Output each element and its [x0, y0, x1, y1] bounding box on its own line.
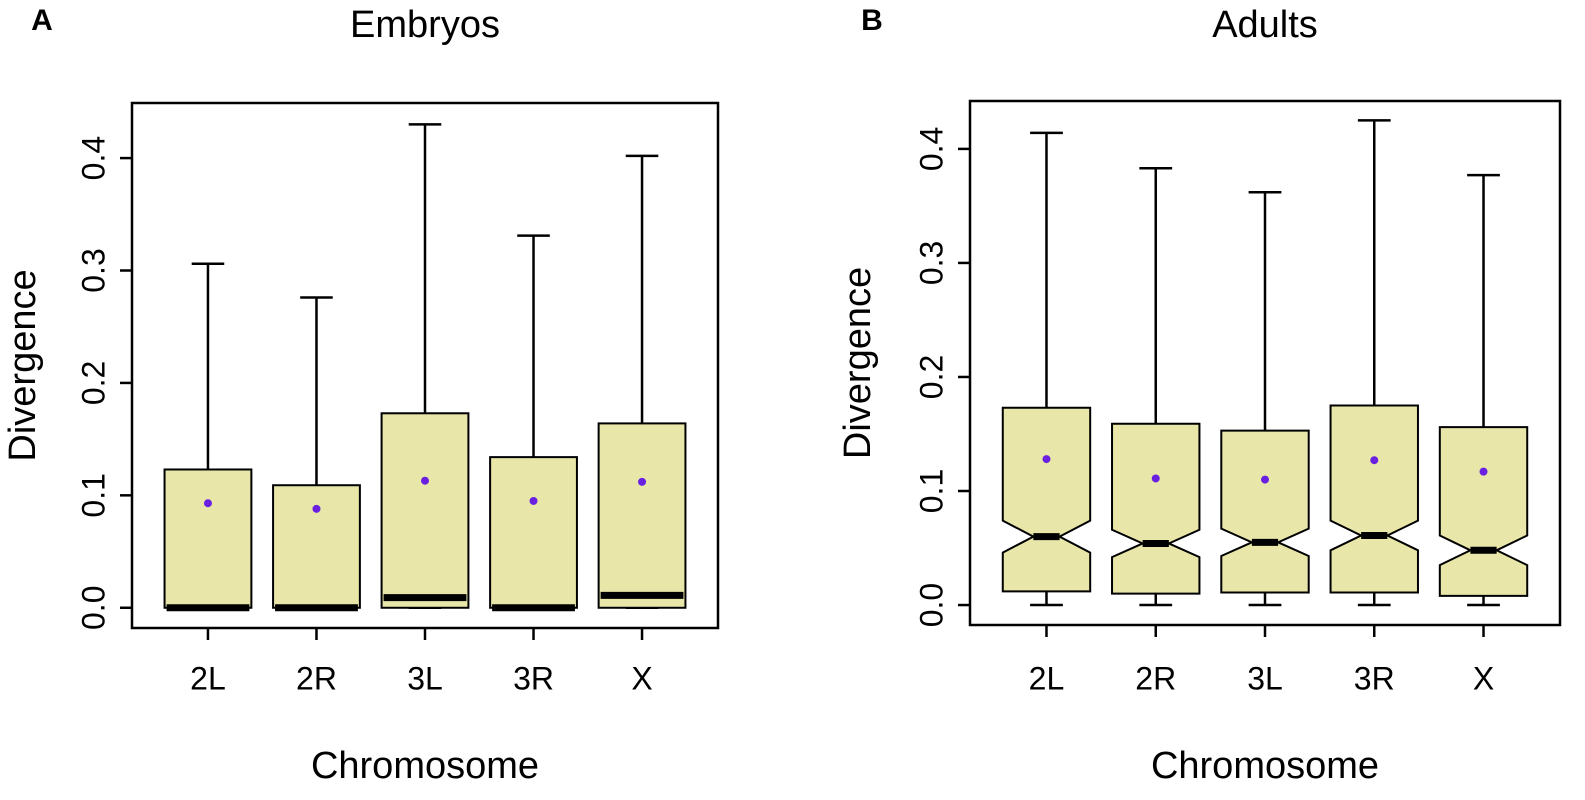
x-tick-label: 2L [190, 660, 226, 696]
y-axis-label: Divergence [2, 269, 44, 461]
mean-dot [203, 499, 212, 508]
x-tick-label: 3L [1247, 660, 1283, 696]
y-tick-label: 0.1 [913, 469, 949, 513]
mean-dot [1261, 475, 1269, 484]
y-tick-label: 0.3 [75, 248, 111, 292]
x-tick-label: X [1473, 660, 1494, 696]
panel-title: Adults [1212, 4, 1318, 46]
box [1438, 426, 1529, 597]
x-tick-label: 3R [1354, 660, 1395, 696]
box [597, 422, 687, 609]
y-tick-label: 0.2 [913, 355, 949, 399]
mean-dot [638, 477, 647, 486]
x-tick-label: 2R [1135, 660, 1176, 696]
mean-dot [1479, 467, 1488, 476]
x-axis-label: Chromosome [311, 745, 539, 787]
y-tick-label: 0.1 [75, 473, 111, 517]
box [272, 484, 361, 609]
mean-dot [312, 504, 321, 513]
x-tick-label: 2R [296, 660, 337, 696]
box [1329, 404, 1419, 594]
x-tick-label: 2L [1029, 660, 1065, 696]
box [163, 468, 253, 609]
mean-dot [529, 496, 538, 505]
x-tick-label: X [631, 660, 652, 696]
panel-title: Embryos [350, 4, 500, 46]
mean-dot [1151, 474, 1160, 483]
box [1220, 429, 1310, 594]
y-tick-label: 0.0 [913, 583, 949, 627]
x-axis-label: Chromosome [1151, 745, 1379, 787]
plot-frame [968, 99, 1562, 627]
panel-label: B [861, 4, 883, 37]
panel-label: A [31, 4, 53, 37]
y-tick-label: 0.2 [75, 361, 111, 405]
y-axis-label: Divergence [837, 267, 879, 459]
y-tick-label: 0.0 [75, 586, 111, 630]
x-tick-label: 3R [513, 660, 554, 696]
mean-dot [421, 476, 429, 485]
mean-dot [1042, 455, 1051, 464]
x-tick-label: 3L [407, 660, 443, 696]
box [1111, 422, 1201, 595]
box [1001, 406, 1092, 593]
y-tick-label: 0.4 [75, 136, 111, 180]
plot-frame [130, 101, 720, 630]
y-tick-label: 0.3 [913, 241, 949, 285]
box [380, 412, 470, 609]
box [489, 456, 578, 609]
y-tick-label: 0.4 [913, 127, 949, 171]
mean-dot [1370, 456, 1379, 465]
